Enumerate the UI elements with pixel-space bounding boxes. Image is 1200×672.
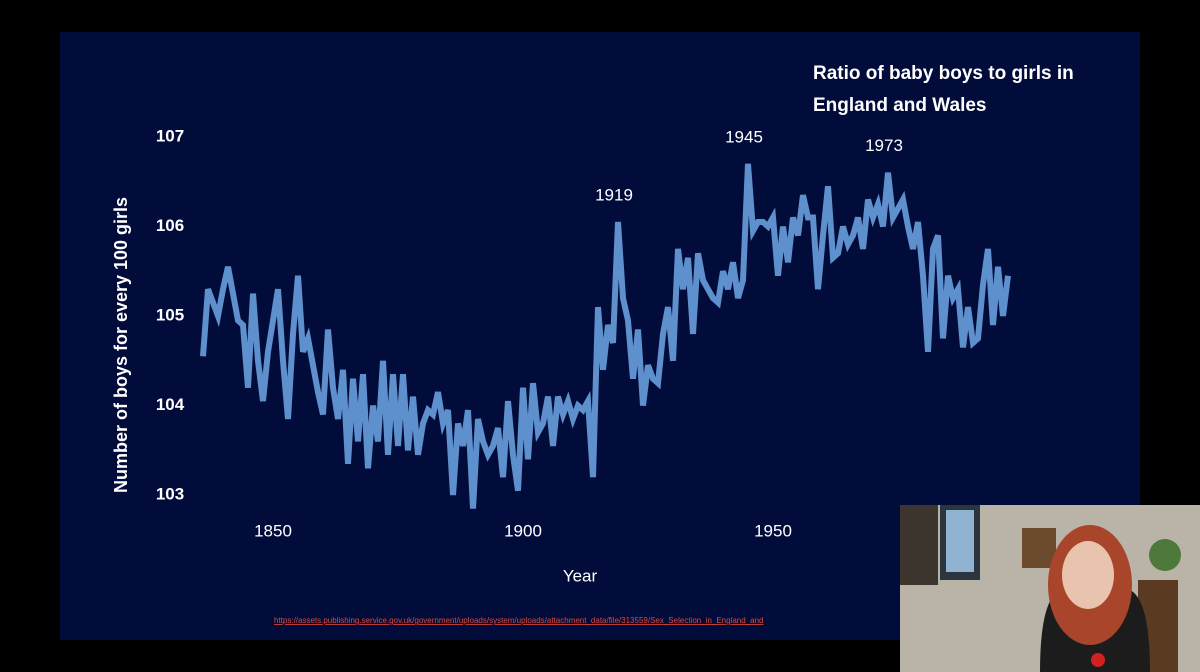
- face: [1062, 541, 1114, 609]
- source-link[interactable]: https://assets.publishing.service.gov.uk…: [274, 616, 764, 625]
- poppy: [1091, 653, 1105, 667]
- y-tick-label: 103: [156, 485, 184, 504]
- chart-title: Ratio of baby boys to girls in England a…: [813, 63, 1074, 116]
- plant: [1149, 539, 1181, 571]
- x-axis-label: Year: [563, 566, 598, 585]
- annotation: 1945: [725, 127, 763, 146]
- webcam-overlay: [900, 505, 1200, 672]
- annotation: 1919: [595, 185, 633, 204]
- y-tick-label: 107: [156, 126, 184, 145]
- picture: [946, 510, 974, 572]
- y-axis-label: Number of boys for every 100 girls: [111, 197, 131, 493]
- y-tick-label: 105: [156, 306, 184, 325]
- data-line: [200, 163, 1011, 509]
- x-tick-label: 1900: [504, 521, 542, 540]
- x-tick-label: 1850: [254, 521, 292, 540]
- picture-frame: [1022, 528, 1056, 568]
- y-tick-label: 106: [156, 216, 184, 235]
- annotation: 1973: [865, 136, 903, 155]
- picture-frame: [900, 505, 938, 585]
- y-tick-label: 104: [156, 395, 185, 414]
- x-tick-label: 1950: [754, 521, 792, 540]
